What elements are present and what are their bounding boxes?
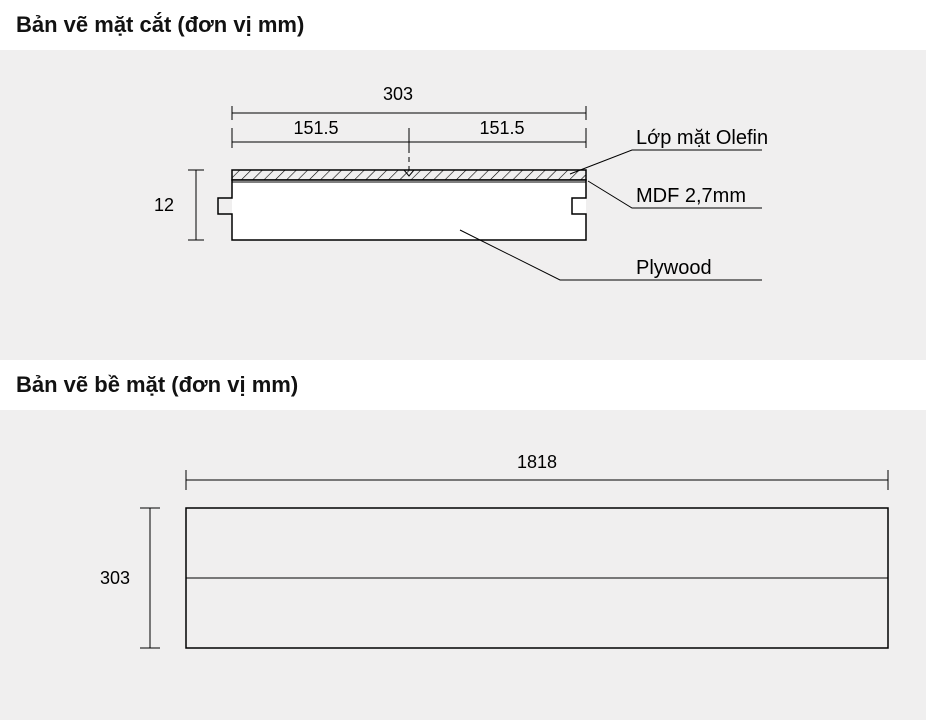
cross-section-panel: 303 151.5 151.5 12 — [0, 50, 926, 360]
leader-mdf: MDF 2,7mm — [588, 181, 762, 208]
label-plywood: Plywood — [636, 257, 712, 279]
dim-width: 303 — [100, 508, 160, 648]
label-olefin: Lớp mặt Olefin — [636, 127, 768, 149]
section1-title: Bản vẽ mặt cắt (đơn vị mm) — [0, 0, 926, 50]
dim-width-value: 303 — [100, 568, 130, 588]
dim-length: 1818 — [186, 452, 888, 490]
surface-panel: 1818 303 — [0, 410, 926, 720]
plank-surface — [186, 508, 888, 648]
dim-total-width-value: 303 — [383, 84, 413, 104]
leader-olefin: Lớp mặt Olefin — [570, 127, 768, 174]
section2-title: Bản vẽ bề mặt (đơn vị mm) — [0, 360, 926, 410]
cross-section-svg: 303 151.5 151.5 12 — [0, 70, 926, 330]
dim-height: 12 — [154, 170, 204, 240]
dim-half-left: 151.5 — [293, 118, 338, 138]
dim-total-width: 303 — [232, 84, 586, 120]
dim-length-value: 1818 — [517, 452, 557, 472]
dim-half-widths: 151.5 151.5 — [232, 118, 586, 148]
label-mdf: MDF 2,7mm — [636, 185, 746, 207]
dim-height-value: 12 — [154, 195, 174, 215]
board-body — [218, 180, 586, 240]
surface-svg: 1818 303 — [0, 430, 926, 690]
dim-half-right: 151.5 — [479, 118, 524, 138]
top-layer — [232, 170, 586, 180]
